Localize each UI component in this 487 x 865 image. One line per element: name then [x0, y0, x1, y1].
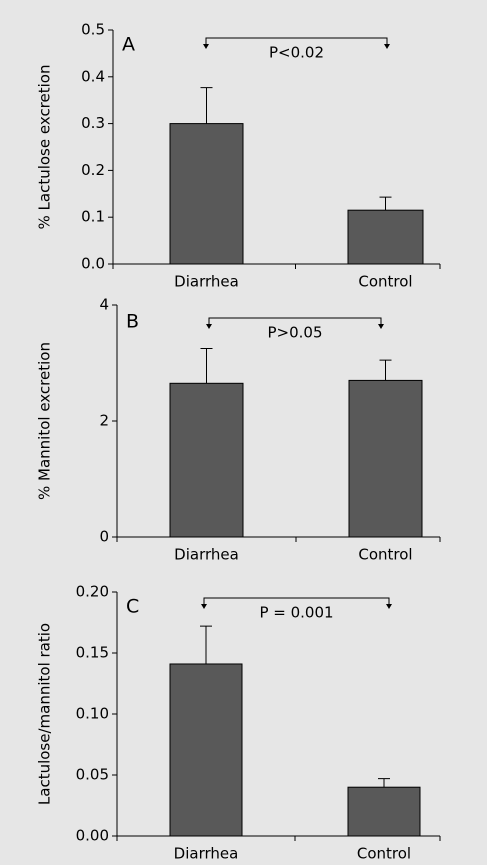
annotation: P = 0.001: [259, 604, 333, 622]
bracket-arrow: [378, 324, 384, 329]
y-tick-label: 0.4: [81, 67, 105, 85]
bar: [169, 663, 243, 837]
error-bar: [379, 359, 392, 381]
error-bar: [200, 87, 213, 124]
error-bar: [379, 196, 392, 211]
bracket-arrow: [384, 44, 390, 49]
bar: [169, 123, 244, 265]
y-axis-label: % Lactulose excretion: [36, 65, 54, 230]
y-tick-label: 0.2: [81, 161, 105, 179]
y-tick-label: 0: [99, 528, 109, 546]
y-tick-label: 0.3: [81, 114, 105, 132]
significance-bracket: [208, 317, 382, 326]
x-tick-label: Control: [358, 273, 412, 291]
annotation: P<0.02: [269, 44, 324, 62]
bracket-arrow: [206, 324, 212, 329]
y-tick-label: 0.1: [81, 208, 105, 226]
bar: [169, 382, 244, 538]
y-tick-label: 0.00: [76, 827, 109, 845]
x-tick-label: Control: [357, 845, 411, 863]
panel-label: B: [126, 311, 139, 333]
x-tick-label: Diarrhea: [174, 273, 239, 291]
bar: [347, 209, 424, 265]
bracket-arrow: [201, 604, 207, 609]
y-tick-label: 0.5: [81, 21, 105, 39]
error-bar: [378, 778, 390, 788]
x-tick-label: Control: [358, 546, 412, 564]
error-bar: [200, 348, 213, 384]
bar: [347, 786, 421, 837]
x-tick-label: Diarrhea: [174, 845, 239, 863]
significance-bracket: [203, 597, 390, 606]
y-tick-label: 2: [99, 412, 109, 430]
x-tick-label: Diarrhea: [174, 546, 239, 564]
y-tick-label: 0.10: [76, 705, 109, 723]
error-bar: [200, 625, 212, 664]
panel-label: C: [126, 596, 139, 618]
annotation: P>0.05: [267, 324, 322, 342]
significance-bracket: [205, 37, 388, 46]
y-axis-label: % Mannitol excretion: [36, 342, 54, 500]
y-tick-label: 0.20: [76, 583, 109, 601]
y-tick-label: 4: [99, 296, 109, 314]
bracket-arrow: [386, 604, 392, 609]
bar: [348, 379, 423, 538]
y-tick-label: 0.0: [81, 255, 105, 273]
y-tick-label: 0.05: [76, 766, 109, 784]
y-tick-label: 0.15: [76, 644, 109, 662]
bracket-arrow: [203, 44, 209, 49]
panel-label: A: [122, 34, 135, 56]
y-axis-label: Lactulose/mannitol ratio: [36, 623, 54, 805]
